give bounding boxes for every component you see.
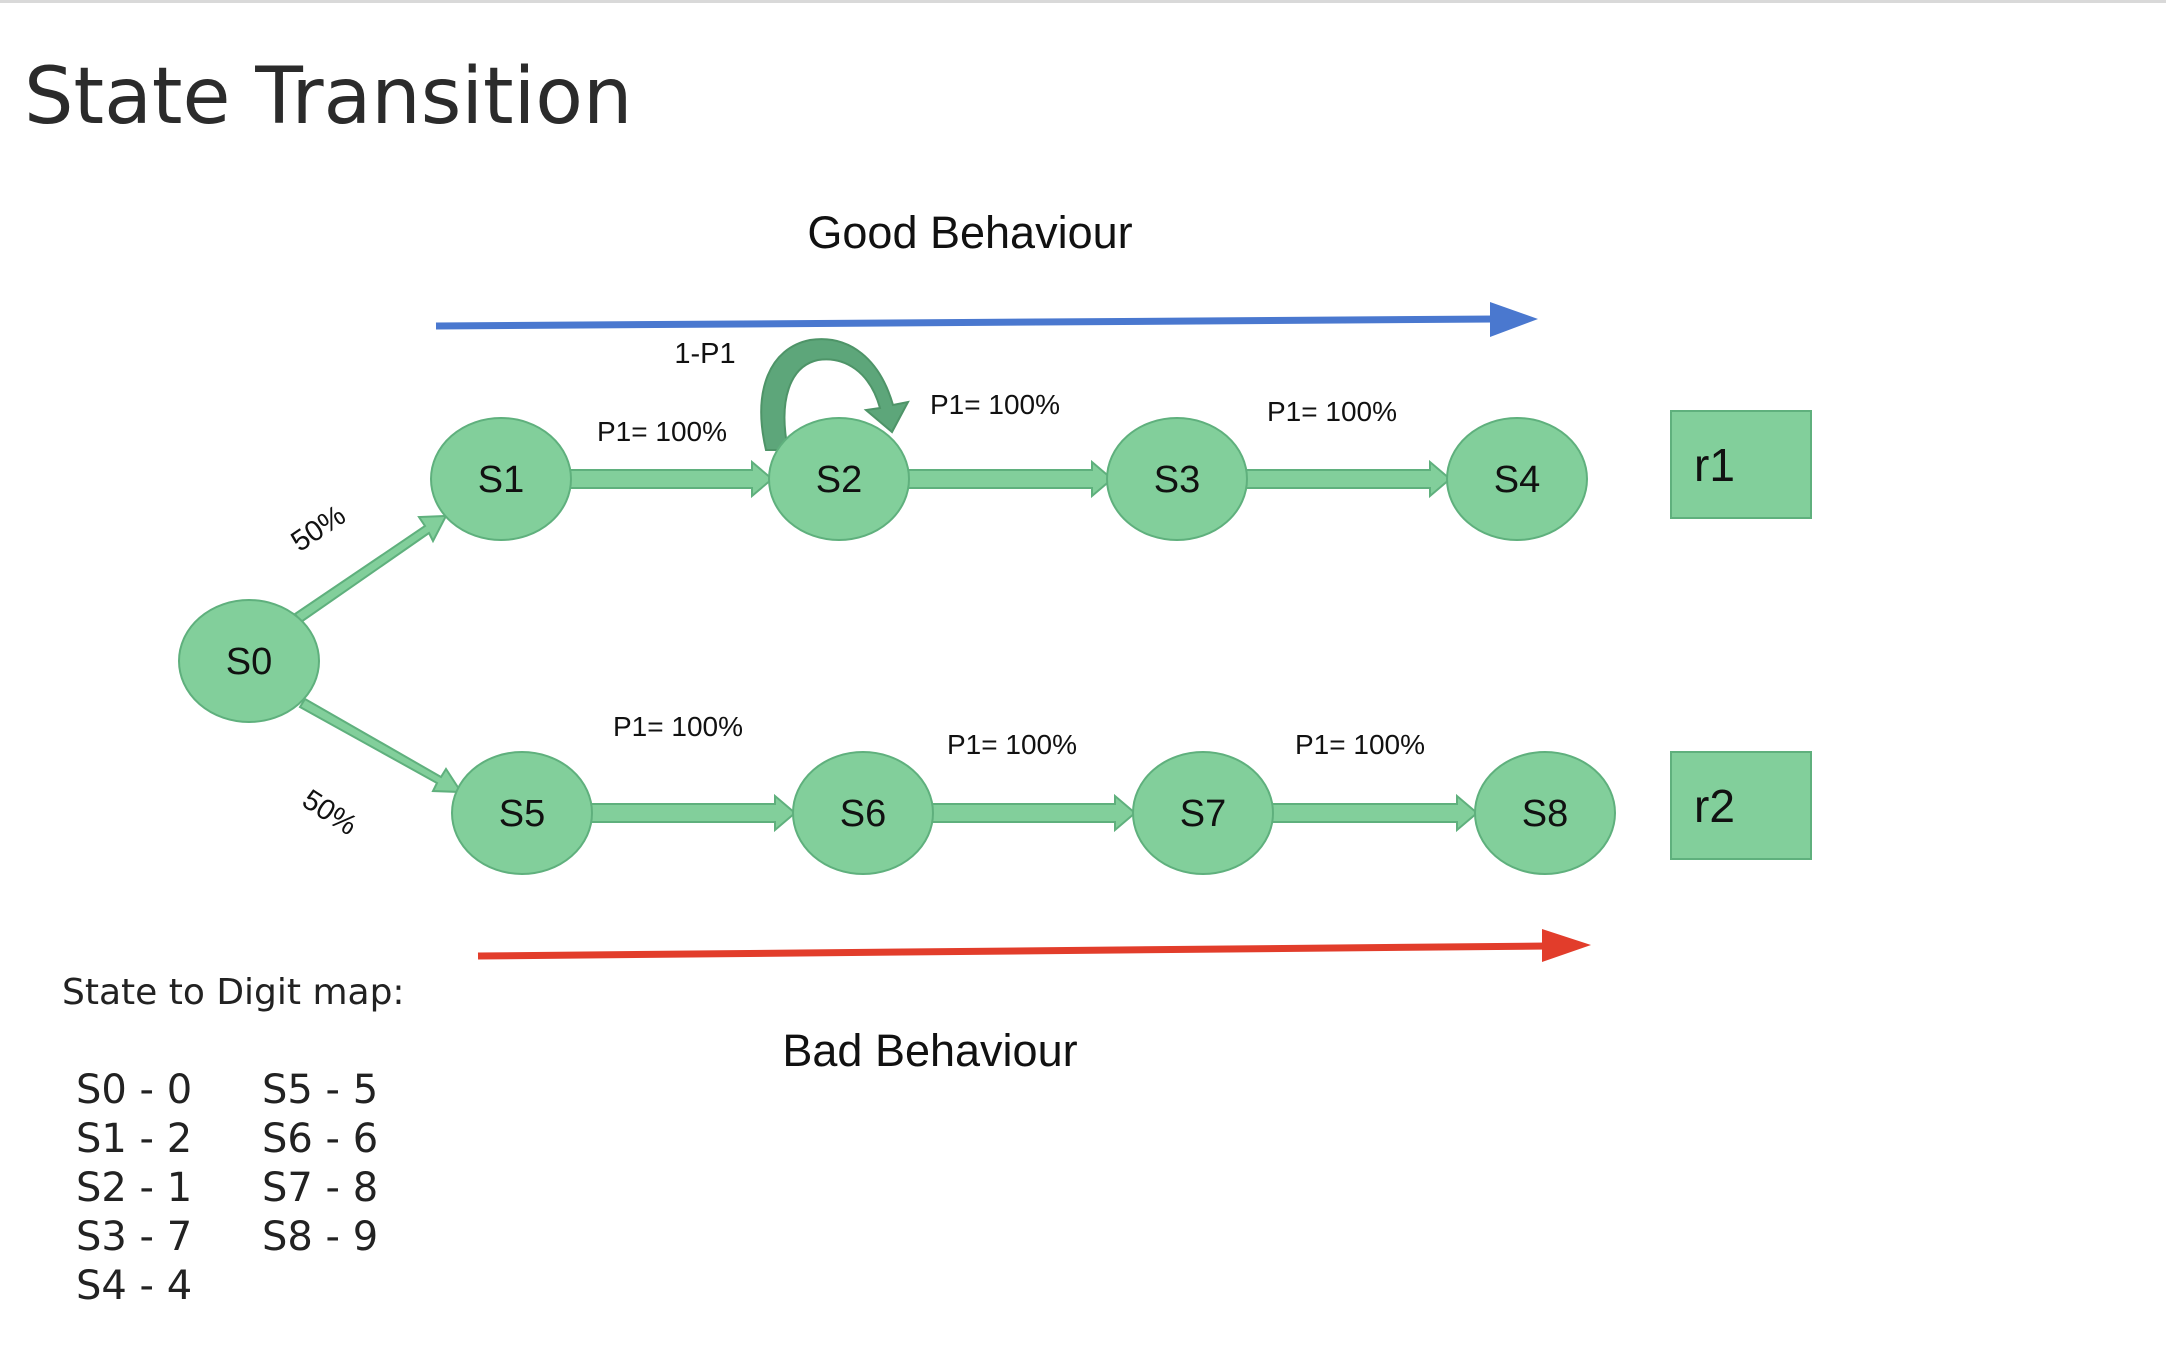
state-node-s2: S2 bbox=[768, 417, 910, 541]
edge-label-s0-s1: 50% bbox=[286, 499, 352, 558]
state-label-s6: S6 bbox=[840, 793, 886, 835]
state-node-s3: S3 bbox=[1106, 417, 1248, 541]
top-divider bbox=[0, 0, 2166, 3]
state-node-s7: S7 bbox=[1132, 751, 1274, 875]
edge-label-s2-loop: 1-P1 bbox=[674, 338, 735, 370]
state-map-entry: S2 - 1 bbox=[76, 1165, 193, 1211]
state-map-left-column: S0 - 0 S1 - 2 S2 - 1 S3 - 7 S4 - 4 bbox=[76, 1066, 192, 1311]
bad-behaviour-label: Bad Behaviour bbox=[782, 1025, 1077, 1076]
state-map-right-column: S5 - 5 S6 - 6 S7 - 8 S8 - 9 bbox=[262, 1066, 378, 1262]
bad-behaviour-arrow bbox=[477, 929, 1591, 962]
arrow-s3-s4 bbox=[1245, 459, 1452, 499]
state-node-s4: S4 bbox=[1446, 417, 1588, 541]
state-node-s0: S0 bbox=[178, 599, 320, 723]
state-label-s4: S4 bbox=[1494, 459, 1540, 501]
state-map-entry: S4 - 4 bbox=[76, 1263, 193, 1309]
reward-label-r1: r1 bbox=[1694, 439, 1735, 491]
arrow-s2-s3 bbox=[907, 459, 1114, 499]
state-label-s3: S3 bbox=[1154, 459, 1200, 501]
state-label-s0: S0 bbox=[226, 641, 272, 683]
edge-label-s0-s5: 50% bbox=[296, 784, 362, 842]
state-map-entry: S6 - 6 bbox=[262, 1116, 379, 1162]
state-node-s8: S8 bbox=[1474, 751, 1616, 875]
state-map-entry: S7 - 8 bbox=[262, 1165, 379, 1211]
self-loop-s2 bbox=[760, 338, 910, 451]
state-map-title: State to Digit map: bbox=[62, 972, 405, 1013]
reward-box-r1: r1 bbox=[1670, 410, 1812, 519]
page-title: State Transition bbox=[24, 52, 633, 142]
state-label-s8: S8 bbox=[1522, 793, 1568, 835]
state-node-s6: S6 bbox=[792, 751, 934, 875]
good-behaviour-arrow bbox=[435, 302, 1538, 337]
arrow-s1-s2 bbox=[569, 459, 774, 499]
state-node-s1: S1 bbox=[430, 417, 572, 541]
state-map-entry: S3 - 7 bbox=[76, 1214, 193, 1260]
edge-label-s2-s3: P1= 100% bbox=[930, 389, 1060, 420]
edge-label-s5-s6: P1= 100% bbox=[613, 711, 743, 742]
edge-label-s3-s4: P1= 100% bbox=[1267, 396, 1397, 427]
edge-label-s1-s2: P1= 100% bbox=[597, 416, 727, 447]
reward-box-r2: r2 bbox=[1670, 751, 1812, 860]
state-map-entry: S1 - 2 bbox=[76, 1116, 193, 1162]
edge-label-s7-s8: P1= 100% bbox=[1295, 729, 1425, 760]
state-map-entry: S0 - 0 bbox=[76, 1067, 193, 1113]
reward-label-r2: r2 bbox=[1694, 780, 1735, 832]
state-map-entry: S5 - 5 bbox=[262, 1067, 379, 1113]
arrow-s5-s6 bbox=[590, 793, 797, 833]
arrow-s7-s8 bbox=[1271, 793, 1479, 833]
edge-label-s6-s7: P1= 100% bbox=[947, 729, 1077, 760]
state-label-s1: S1 bbox=[478, 459, 524, 501]
good-behaviour-label: Good Behaviour bbox=[807, 207, 1132, 258]
state-label-s5: S5 bbox=[499, 793, 545, 835]
state-label-s7: S7 bbox=[1180, 793, 1226, 835]
arrow-s6-s7 bbox=[931, 793, 1137, 833]
arrow-s0-s1 bbox=[293, 514, 448, 624]
state-map-entry: S8 - 9 bbox=[262, 1214, 379, 1260]
state-label-s2: S2 bbox=[816, 459, 862, 501]
arrow-s0-s5 bbox=[298, 697, 463, 794]
state-node-s5: S5 bbox=[451, 751, 593, 875]
